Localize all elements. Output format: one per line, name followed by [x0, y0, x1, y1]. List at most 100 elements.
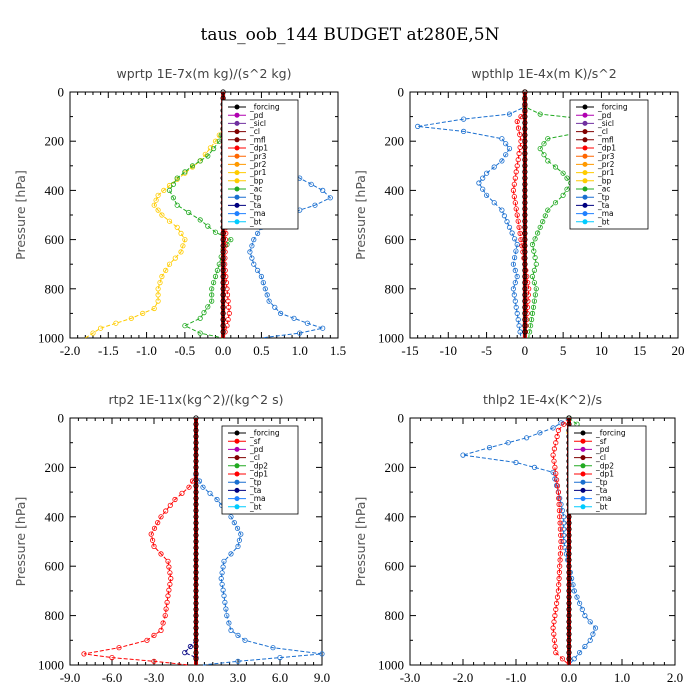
series-marker — [225, 298, 231, 304]
x-tick-label: -1.0 — [506, 670, 527, 685]
legend-entry: _ma — [249, 494, 266, 503]
series-marker — [480, 186, 486, 192]
series-marker — [312, 202, 318, 208]
legend-entry: _bt — [249, 502, 262, 511]
series-marker — [167, 570, 173, 576]
x-tick-label: -6.0 — [102, 670, 123, 685]
x-tick-label: 0.0 — [561, 670, 577, 685]
series-marker — [511, 292, 517, 298]
series-marker — [209, 298, 215, 304]
series-marker — [220, 329, 226, 335]
series-marker — [193, 545, 199, 551]
series-marker — [174, 175, 180, 181]
legend-entry: _cl — [249, 453, 260, 462]
legend-entry: _ma — [595, 494, 612, 503]
series-marker — [486, 444, 493, 451]
legend-entry: _cl — [597, 127, 608, 136]
series-line-dp1 — [83, 474, 197, 666]
series-marker — [193, 637, 199, 643]
series-marker — [158, 514, 164, 520]
series-line-tp — [417, 92, 526, 339]
series-marker — [193, 514, 199, 520]
series-marker — [537, 224, 543, 230]
series-marker — [270, 645, 276, 651]
series-marker — [514, 310, 520, 316]
legend-marker — [580, 504, 586, 510]
y-tick-label: 400 — [385, 183, 405, 198]
series-marker — [531, 464, 538, 470]
series-marker — [522, 304, 528, 310]
legend-entry: _bt — [249, 217, 262, 226]
series-marker — [228, 514, 234, 520]
y-tick-label: 400 — [45, 183, 65, 198]
series-marker — [220, 310, 226, 316]
legend-entry: _pr3 — [249, 152, 267, 161]
series-marker — [512, 200, 518, 206]
series-marker — [193, 433, 199, 440]
legend-entry: _ma — [597, 209, 614, 218]
series-marker — [522, 89, 528, 95]
series-marker — [491, 164, 497, 170]
legend-marker — [234, 471, 240, 477]
y-tick-label: 800 — [385, 608, 405, 623]
series-marker — [522, 169, 528, 175]
series-marker — [98, 325, 104, 331]
series-marker — [561, 421, 567, 427]
legend-marker — [234, 455, 240, 461]
series-marker — [551, 458, 557, 464]
series-marker — [522, 187, 528, 193]
legend-marker — [582, 178, 588, 184]
legend-entry: _ma — [249, 209, 266, 218]
series-marker — [550, 625, 556, 631]
series-marker — [517, 329, 523, 335]
y-tick-label: 800 — [45, 281, 65, 296]
series-marker — [148, 531, 154, 537]
series-marker — [522, 114, 528, 120]
series-marker — [510, 286, 517, 292]
legend-marker — [234, 496, 240, 502]
series-marker — [483, 170, 490, 176]
series-marker — [557, 520, 563, 526]
series-marker — [197, 330, 203, 336]
series-marker — [222, 599, 228, 606]
series-marker — [220, 286, 226, 292]
series-marker — [551, 631, 557, 637]
series-marker — [566, 600, 572, 606]
series-marker — [207, 490, 213, 496]
series-marker — [220, 249, 226, 255]
series-marker — [167, 581, 173, 587]
legend-marker — [234, 186, 240, 192]
series-marker — [182, 323, 188, 329]
series-marker — [566, 612, 572, 619]
chart-panel-1: wprtp 1E-7x(m kg)/(s^2 kg) Pressure [hPa]… — [13, 66, 346, 358]
series-marker — [151, 202, 157, 208]
series-marker — [193, 483, 199, 489]
series-marker — [167, 502, 173, 508]
series-marker — [193, 594, 199, 600]
series-marker — [151, 305, 157, 312]
x-tick-label: -3.0 — [144, 670, 165, 685]
x-tick-label: -2.0 — [453, 670, 474, 685]
legend-entry: _tp — [249, 478, 262, 487]
series-marker — [516, 323, 522, 329]
series-marker — [220, 323, 226, 329]
legend-entry: _bt — [597, 217, 610, 226]
legend-marker — [234, 161, 240, 167]
series-marker — [153, 197, 159, 203]
series-marker — [517, 230, 523, 236]
series-marker — [510, 187, 517, 193]
series-marker — [522, 261, 528, 267]
y-tick-label: 600 — [385, 559, 405, 574]
series-marker — [415, 123, 421, 130]
series-marker — [193, 526, 199, 532]
series-marker — [197, 217, 203, 223]
series-marker — [170, 181, 176, 187]
series-marker — [513, 459, 519, 466]
series-marker — [193, 575, 199, 582]
series-marker — [172, 496, 178, 503]
series-marker — [522, 237, 528, 243]
series-marker — [249, 243, 255, 249]
series-marker — [512, 298, 518, 304]
series-marker — [522, 249, 528, 255]
series-marker — [522, 120, 528, 126]
